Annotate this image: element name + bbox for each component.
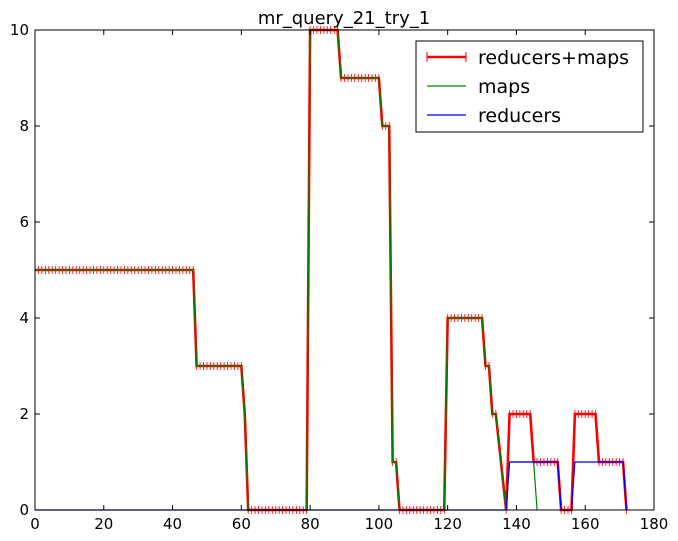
x-tick-label: 140 [502, 515, 531, 533]
x-tick-label: 160 [571, 515, 600, 533]
y-tick-label: 2 [19, 405, 29, 423]
x-tick-label: 80 [301, 515, 320, 533]
legend-label: maps [478, 76, 530, 98]
y-tick-label: 6 [19, 213, 29, 231]
plot-area-frame [34, 29, 655, 511]
x-tick-label: 180 [640, 515, 669, 533]
y-tick-label: 10 [10, 21, 29, 39]
y-tick-label: 8 [19, 117, 29, 135]
legend-label: reducers+maps [478, 47, 629, 69]
series-line-maps [35, 29, 538, 511]
legend: reducers+maps maps reducers [415, 40, 644, 133]
x-tick-label: 20 [94, 515, 113, 533]
axis-layer: 0 20 40 60 80 100 120 140 160 180 0 2 4 6 8 10 [10, 21, 668, 533]
legend-entries: reducers+maps maps reducers [426, 47, 629, 127]
chart-title: mr_query_21_try_1 [258, 8, 430, 29]
series-line-reducers [35, 461, 628, 511]
x-tick-label: 120 [433, 515, 462, 533]
x-tick-label: 60 [232, 515, 251, 533]
x-tick-label: 0 [30, 515, 40, 533]
y-tick-label: 0 [19, 501, 29, 519]
legend-label: reducers [478, 105, 561, 127]
x-tick-label: 100 [365, 515, 394, 533]
x-tick-label: 40 [163, 515, 182, 533]
y-tick-label: 4 [19, 309, 29, 327]
